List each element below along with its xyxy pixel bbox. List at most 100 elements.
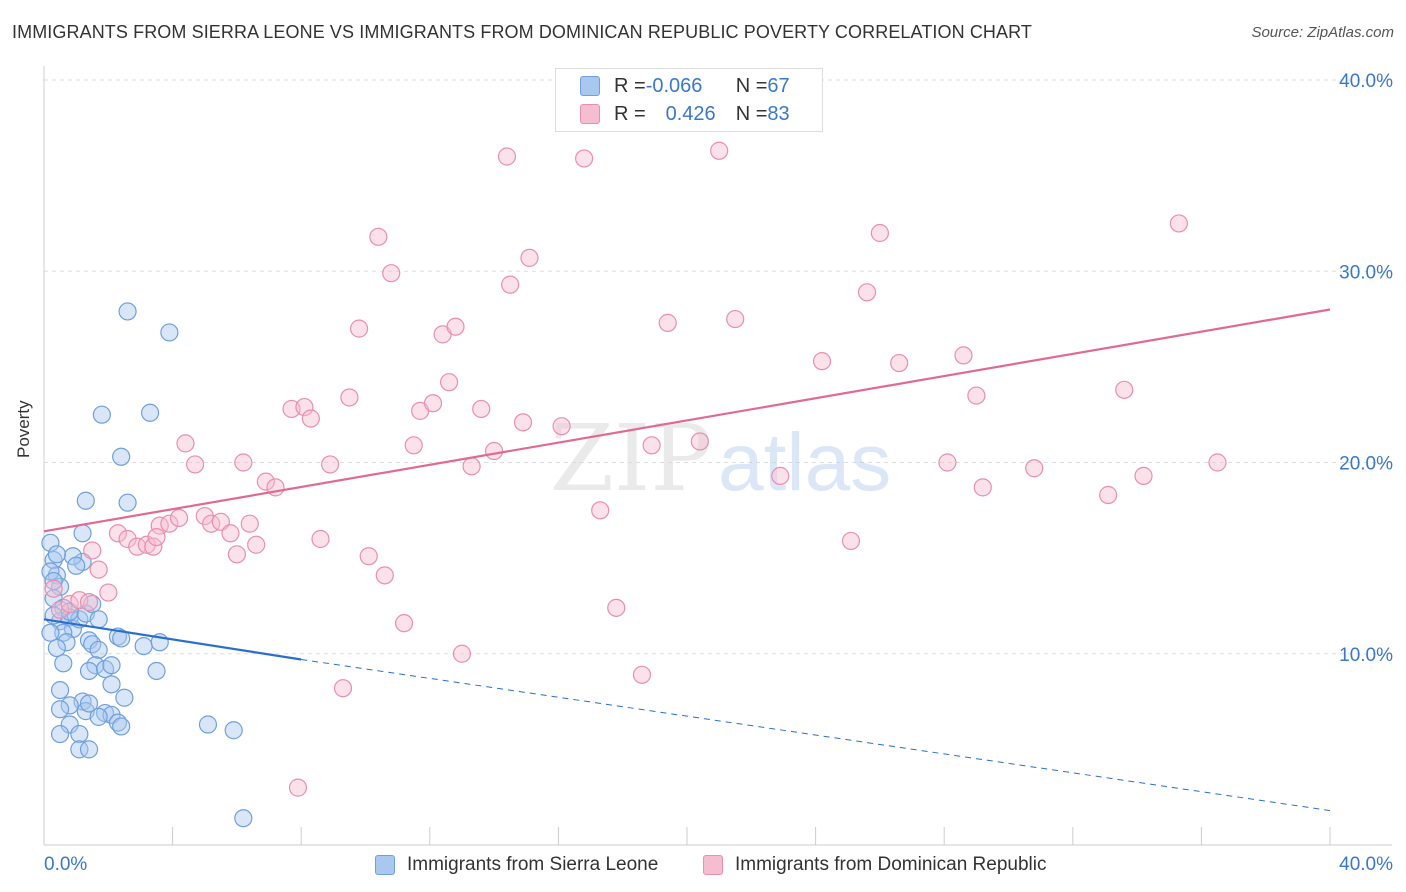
- data-point: [54, 654, 73, 673]
- trend-lines: [43, 308, 1331, 812]
- data-point: [54, 623, 73, 642]
- data-point: [44, 571, 63, 591]
- data-point: [67, 556, 86, 575]
- legend-n-label: N =: [735, 102, 768, 125]
- tick-labels: 10.0% 20.0% 30.0% 40.0% 0.0% 40.0%: [44, 71, 1393, 875]
- legend-n-label: N =: [735, 74, 768, 97]
- data-point: [658, 313, 677, 332]
- data-point: [102, 675, 121, 694]
- data-point: [140, 403, 160, 422]
- data-point: [144, 537, 163, 556]
- data-point: [41, 533, 60, 552]
- legend-n-value: 83: [767, 102, 790, 125]
- data-point: [227, 545, 246, 564]
- data-point: [1115, 380, 1134, 399]
- data-point: [333, 679, 353, 698]
- data-point: [89, 707, 108, 726]
- data-point: [240, 514, 259, 533]
- data-point: [70, 740, 89, 759]
- data-point: [89, 640, 108, 660]
- data-point: [288, 778, 308, 797]
- data-point: [375, 566, 394, 585]
- data-point: [1099, 485, 1118, 505]
- data-point: [349, 319, 369, 338]
- data-point: [301, 409, 320, 428]
- bottom-legend-dominican-republic: Immigrants from Dominican Republic: [703, 852, 1047, 878]
- data-point: [340, 388, 359, 407]
- data-point: [452, 644, 472, 663]
- data-point: [60, 715, 79, 734]
- data-point: [99, 583, 118, 602]
- data-point: [485, 441, 504, 461]
- data-point: [954, 346, 973, 365]
- data-point: [446, 317, 465, 336]
- data-point: [102, 656, 121, 675]
- data-point: [497, 147, 517, 166]
- data-point: [63, 547, 83, 566]
- data-point: [79, 661, 99, 681]
- data-point: [73, 524, 92, 543]
- data-point: [147, 661, 166, 681]
- legend-row-dominican-republic: R = 0.426 N = 83: [580, 102, 790, 126]
- series-dominican-republic: [44, 141, 1227, 797]
- data-point: [472, 399, 491, 419]
- data-point: [247, 535, 266, 554]
- data-point: [50, 700, 70, 719]
- legend-swatch-blue: [580, 76, 600, 96]
- data-point: [50, 600, 70, 619]
- y-tick-label: 40.0%: [1339, 71, 1393, 92]
- legend-swatch-pink: [580, 104, 600, 124]
- data-point: [47, 638, 66, 658]
- x-tick-label: 40.0%: [1339, 854, 1393, 875]
- data-point: [169, 508, 189, 528]
- y-tick-label: 20.0%: [1339, 454, 1393, 475]
- data-point: [115, 688, 134, 707]
- legend-r-value: 0.426: [665, 102, 716, 125]
- data-point: [147, 527, 166, 547]
- watermark-zip: ZIP: [550, 405, 712, 512]
- data-point: [857, 283, 877, 302]
- data-point: [423, 394, 443, 413]
- legend-r-value: -0.066: [645, 74, 703, 97]
- watermark-atlas: atlas: [718, 417, 891, 508]
- data-point: [890, 353, 909, 373]
- data-point: [176, 434, 195, 453]
- stats-legend: R = -0.066 N = 67 R = 0.426 N = 83: [555, 68, 823, 132]
- data-point: [234, 809, 253, 828]
- data-point: [359, 547, 378, 566]
- data-point: [137, 535, 156, 554]
- chart-title: IMMIGRANTS FROM SIERRA LEONE VS IMMIGRAN…: [12, 22, 1032, 42]
- data-point: [256, 472, 275, 491]
- data-point: [186, 455, 205, 474]
- data-point: [591, 501, 610, 520]
- y-tick-label: 10.0%: [1339, 645, 1393, 666]
- trend-line-sierra-leone-extension: [301, 658, 1331, 812]
- grid-lines: [44, 79, 1392, 655]
- data-point: [118, 302, 137, 321]
- data-point: [60, 594, 79, 614]
- data-point: [690, 432, 709, 451]
- data-point: [60, 696, 79, 715]
- data-point: [70, 724, 89, 744]
- data-point: [607, 598, 626, 617]
- data-point: [134, 636, 153, 656]
- data-point: [812, 352, 832, 371]
- data-point: [973, 478, 992, 497]
- data-point: [50, 680, 70, 700]
- data-point: [198, 715, 218, 734]
- data-point: [221, 524, 240, 543]
- data-point: [44, 550, 63, 570]
- bottom-legend-label: Immigrants from Dominican Republic: [735, 854, 1047, 875]
- data-point: [89, 560, 108, 579]
- bottom-legend-swatch-pink: [703, 855, 723, 875]
- data-point: [160, 323, 179, 342]
- data-point: [1134, 466, 1153, 485]
- data-point: [439, 373, 459, 392]
- data-point: [112, 447, 131, 466]
- data-point: [108, 524, 128, 543]
- data-point: [726, 309, 745, 329]
- data-point: [92, 405, 111, 424]
- data-point: [234, 453, 253, 472]
- data-point: [41, 562, 60, 581]
